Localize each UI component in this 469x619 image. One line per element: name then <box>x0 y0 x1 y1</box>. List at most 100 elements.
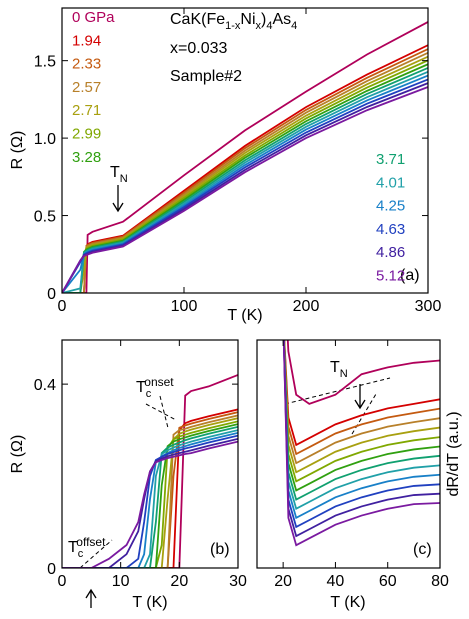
data-line <box>283 340 440 492</box>
x-tick-label: 0 <box>58 298 67 315</box>
onset-guide <box>145 403 177 421</box>
plot-frame <box>61 339 239 569</box>
subscript: N <box>340 368 348 380</box>
annotation-panel: (b) <box>210 541 230 558</box>
x-tick-label: 10 <box>112 573 130 590</box>
subscript: 4 <box>266 20 272 32</box>
data-line <box>62 420 238 568</box>
tn-arrow <box>112 185 124 213</box>
legend-entry: 4.86 <box>376 244 405 261</box>
subscript: 1-x <box>225 20 241 32</box>
annotation-tn: TN <box>330 359 348 380</box>
data-line <box>62 86 428 293</box>
text-part: T <box>68 539 78 556</box>
data-line <box>282 340 440 547</box>
data-line <box>62 411 238 568</box>
x-axis-label: T (K) <box>227 307 262 324</box>
annotation-panel: (a) <box>400 267 420 284</box>
data-line <box>62 374 238 568</box>
data-line <box>62 51 428 293</box>
legend-entry: 4.25 <box>376 198 405 215</box>
legend-entry: 4.01 <box>376 174 405 191</box>
annotation-composition: x=0.033 <box>170 40 227 57</box>
y-tick-label: 1.5 <box>34 54 56 71</box>
y-axis-label: R (Ω) <box>9 435 26 474</box>
x-tick-label: 40 <box>327 573 345 590</box>
data-line <box>62 426 238 568</box>
data-line <box>62 55 428 293</box>
x-tick-label: 30 <box>229 573 247 590</box>
legend-entry: 3.28 <box>72 149 101 166</box>
data-line <box>62 44 428 293</box>
legend-entry: 3.71 <box>376 151 405 168</box>
y-tick-label: 1.0 <box>34 131 56 148</box>
y-tick-label: 0 <box>47 561 56 578</box>
legend-entry: 1.94 <box>72 32 101 49</box>
plot-frame <box>61 7 429 294</box>
x-axis-label: T (K) <box>132 594 167 611</box>
data-line <box>62 414 238 568</box>
offset-arrow <box>85 588 97 608</box>
data-line <box>62 78 428 293</box>
annotation-formula: CaK(Fe1-xNix)4As4 <box>170 11 297 32</box>
x-tick-label: 60 <box>379 573 397 590</box>
text-part: T <box>136 379 146 396</box>
legend-entry: 2.33 <box>72 56 101 73</box>
text-part: T <box>110 164 120 181</box>
x-tick-label: 0 <box>58 573 67 590</box>
data-line <box>282 340 440 538</box>
subscript: N <box>120 173 128 185</box>
subscript: c <box>78 548 84 560</box>
data-line <box>282 340 440 529</box>
x-axis-label: T (K) <box>330 594 365 611</box>
data-line <box>62 408 238 568</box>
annotation-sample: Sample#2 <box>170 68 242 85</box>
text-part: CaK(Fe <box>170 11 225 28</box>
text-part: As <box>272 11 291 28</box>
data-line <box>62 21 428 293</box>
tn-guide <box>284 377 391 405</box>
subscript: x <box>256 20 262 32</box>
y-tick-label: 0.4 <box>34 377 56 394</box>
tn-arrow <box>354 384 366 410</box>
annotation-panel: (c) <box>413 541 432 558</box>
legend-entry: 2.71 <box>72 102 101 119</box>
x-tick-label: 100 <box>171 298 198 315</box>
annotation-tc-onset: Tconset <box>136 375 174 400</box>
data-line <box>62 437 238 568</box>
x-tick-label: 20 <box>274 573 292 590</box>
y-tick-label: 0.5 <box>34 209 56 226</box>
data-line <box>62 423 238 568</box>
superscript: offset <box>76 535 106 549</box>
legend-entry: 2.99 <box>72 126 101 143</box>
superscript: onset <box>144 375 174 389</box>
legend-entry: 0 GPa <box>72 9 115 26</box>
x-tick-label: 300 <box>415 298 442 315</box>
y-axis-label: R (Ω) <box>9 131 26 170</box>
annotation-tc-offset: Tcoffset <box>68 535 106 560</box>
legend-entry: 5.12 <box>376 268 405 285</box>
text-part: ) <box>261 11 266 28</box>
y-axis-label: dR/dT (a.u.) <box>445 411 462 496</box>
data-line <box>62 429 238 568</box>
text-part: Ni <box>240 11 255 28</box>
data-line <box>286 340 440 405</box>
data-line <box>62 440 238 568</box>
y-tick-label: 0 <box>47 286 56 303</box>
offset-guide <box>79 539 113 569</box>
annotation-tn: TN <box>110 164 128 185</box>
data-line <box>62 417 238 568</box>
data-line <box>62 48 428 293</box>
x-tick-label: 20 <box>170 573 188 590</box>
data-line <box>62 82 428 293</box>
x-tick-label: 200 <box>293 298 320 315</box>
data-line <box>62 434 238 568</box>
text-part: T <box>330 359 340 376</box>
subscript: 4 <box>291 20 297 32</box>
onset-guide <box>159 395 169 429</box>
x-tick-label: 80 <box>431 573 449 590</box>
legend-entry: 2.57 <box>72 79 101 96</box>
subscript: c <box>146 388 152 400</box>
legend-entry: 4.63 <box>376 221 405 238</box>
